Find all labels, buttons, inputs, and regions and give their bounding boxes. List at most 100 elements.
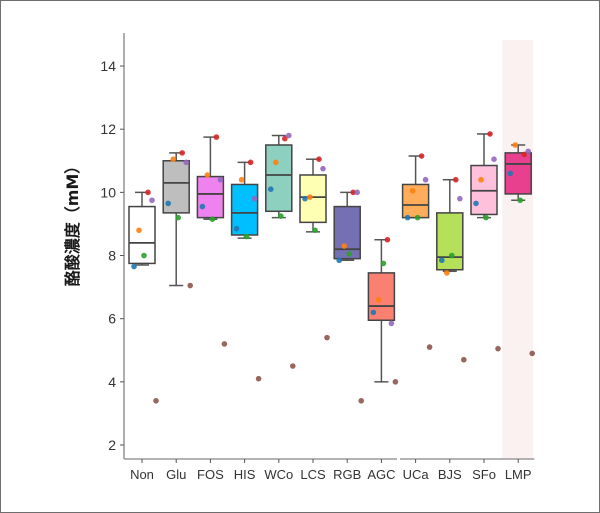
iqr-box [265,144,293,213]
data-point [243,233,250,240]
y-tick-label: 14 [100,58,116,74]
data-point [183,159,189,166]
data-point [179,150,185,156]
data-point [213,134,220,140]
data-point [512,142,518,148]
data-point [453,176,459,183]
data-point [282,135,288,142]
iqr-box [196,175,225,219]
data-point [449,252,455,259]
box-glu [162,152,190,287]
y-tick-label: 12 [100,121,116,137]
data-point [426,344,433,350]
data-point [517,197,523,204]
data-point [404,214,411,221]
data-point [290,363,296,369]
data-point [307,194,313,200]
data-point [136,227,142,234]
y-tick-label: 2 [108,437,116,453]
data-point [217,176,224,183]
data-point [414,214,421,221]
x-tick-label: HIS [234,467,256,482]
data-point [233,225,240,232]
data-point [145,189,151,196]
highlight-layer [502,40,534,459]
data-point [278,213,284,219]
data-point [370,309,377,316]
data-point [444,270,450,276]
data-point [491,156,497,163]
data-point [320,165,326,172]
data-point [478,176,484,183]
data-point [187,282,193,289]
data-point [268,186,274,193]
data-point [375,296,382,303]
iqr-box [333,205,361,260]
data-point [418,153,425,159]
data-point [238,176,245,183]
box-rgb [333,191,361,262]
x-tick-label: FOS [197,467,224,482]
y-tick-label: 8 [108,248,116,264]
data-point [324,334,330,341]
boxes [128,133,532,383]
x-tick-label: SFo [472,467,496,482]
x-tick-label: BJS [438,467,462,482]
data-point [350,189,357,196]
data-point [358,397,365,404]
x-tick-label: Non [130,467,154,482]
data-point [409,187,416,194]
x-tick-label: WCo [264,467,293,482]
box-uca [401,155,430,219]
data-point [175,214,181,221]
data-point [388,320,395,327]
points [131,131,535,404]
data-point [507,170,513,177]
data-point [461,356,467,363]
x-tick-label: AGC [367,467,395,482]
data-point [354,189,361,196]
data-point [392,379,399,385]
data-point [131,263,137,270]
box-bjs [436,178,464,273]
data-point [149,197,155,204]
data-point [302,195,308,202]
box-fos [196,136,225,220]
y-tick-label: 4 [108,374,116,390]
data-point [483,214,489,221]
data-point [273,159,279,166]
data-point [380,260,387,267]
box-sfo [470,133,498,219]
data-point [457,195,463,202]
data-point [165,200,171,207]
data-point [221,341,228,347]
x-tick-label: Glu [166,467,186,482]
x-tick-label: RGB [333,467,361,482]
data-point [286,132,292,139]
box-agc [367,238,396,383]
data-point [529,350,535,357]
data-point [251,195,258,202]
data-point [525,148,531,155]
data-point [153,397,159,404]
data-point [170,156,176,163]
data-point [316,156,322,163]
axes: 2 4 6 8 10 12 14 Non Glu FOS HIS WCo LCS RGB AGC UCa BJS… [100,33,535,482]
y-tick-label: 10 [100,184,116,200]
data-point [255,375,262,382]
data-point [336,257,343,264]
y-tick-label: 6 [108,311,116,327]
data-point [487,131,493,137]
x-tick-label: LCS [300,467,326,482]
x-tick-label: LMP [505,467,532,482]
iqr-box [367,272,396,322]
data-point [341,243,348,249]
data-point [521,151,527,158]
data-point [473,200,479,207]
data-point [346,251,353,257]
iqr-box [401,183,430,219]
data-point [495,345,501,352]
data-point [209,216,216,223]
